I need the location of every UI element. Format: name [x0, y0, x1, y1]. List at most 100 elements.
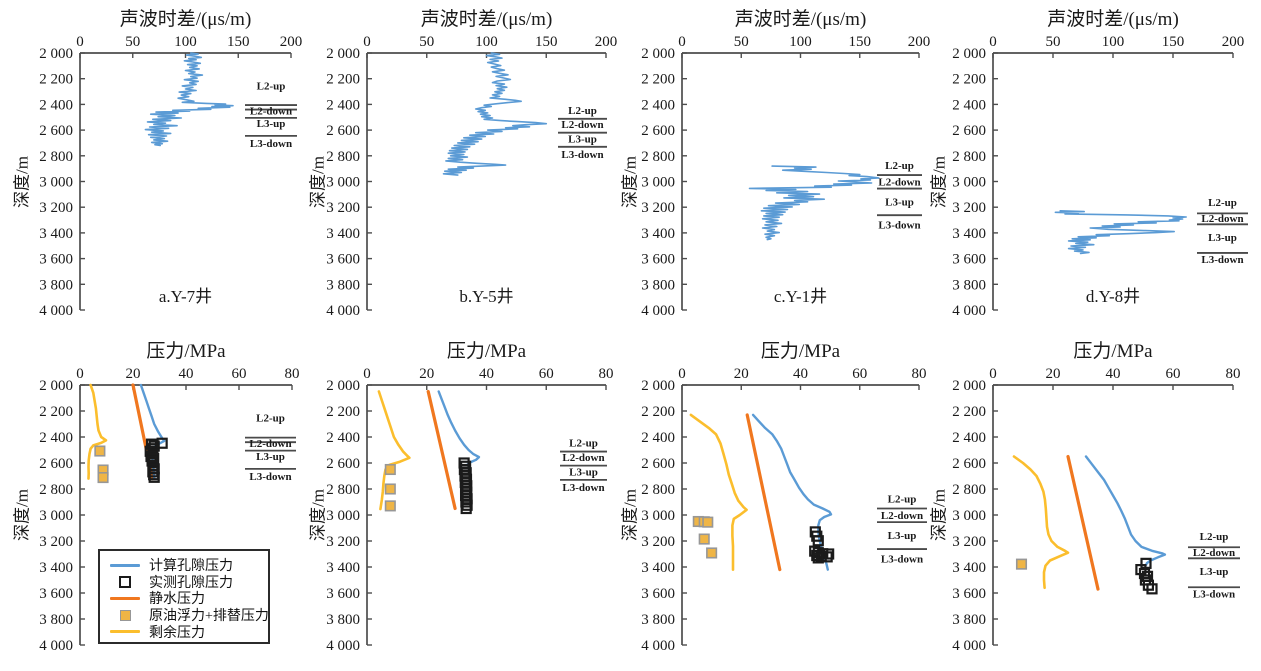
scatter-point — [147, 443, 159, 455]
scatter-point — [147, 460, 159, 472]
svg-text:2 400: 2 400 — [641, 97, 675, 113]
y-axis-title: 深度/m — [12, 155, 32, 208]
series-line — [751, 413, 833, 571]
y-axis-title: 深度/m — [929, 489, 949, 541]
scatter-point — [698, 533, 710, 545]
svg-text:40: 40 — [479, 366, 494, 382]
series-line — [442, 52, 548, 176]
scatter-point — [458, 463, 470, 476]
scatter-point — [698, 516, 710, 528]
svg-text:0: 0 — [989, 366, 997, 382]
svg-text:L2-down: L2-down — [878, 176, 920, 188]
scatter-point — [384, 483, 396, 495]
svg-text:2 600: 2 600 — [952, 123, 986, 139]
scatter-point — [1141, 570, 1154, 582]
scatter-point — [1146, 583, 1158, 595]
scatter-point — [459, 460, 472, 472]
svg-text:L2-up: L2-up — [257, 80, 286, 92]
svg-text:0: 0 — [678, 34, 686, 50]
svg-text:2 000: 2 000 — [326, 378, 360, 394]
legend-label: 剩余压力 — [149, 625, 205, 641]
svg-text:L3-down: L3-down — [250, 138, 292, 150]
scatter-point — [148, 469, 160, 481]
svg-text:L2-up: L2-up — [1200, 531, 1229, 543]
open-square-icon — [110, 575, 140, 588]
legend-label: 原油浮力+排替压力 — [149, 609, 269, 625]
svg-text:2 200: 2 200 — [952, 404, 986, 420]
scatter-point — [145, 438, 158, 450]
svg-text:L2-up: L2-up — [1208, 197, 1237, 209]
well-caption: d.Y-8井 — [1085, 287, 1141, 306]
svg-text:L3-down: L3-down — [561, 149, 603, 161]
yellow-line-icon — [110, 630, 140, 634]
svg-text:3 800: 3 800 — [952, 277, 986, 293]
svg-text:2 600: 2 600 — [641, 123, 675, 139]
well-caption: a.Y-7井 — [158, 287, 213, 306]
svg-text:2 200: 2 200 — [326, 72, 360, 88]
svg-text:2 600: 2 600 — [952, 456, 986, 472]
svg-text:150: 150 — [535, 34, 558, 50]
svg-text:3 400: 3 400 — [39, 560, 73, 576]
svg-text:L3-down: L3-down — [1193, 589, 1235, 601]
svg-text:200: 200 — [595, 34, 618, 50]
well-caption: c.Y-1井 — [773, 287, 828, 306]
svg-text:150: 150 — [849, 34, 872, 50]
svg-text:3 400: 3 400 — [952, 226, 986, 242]
svg-text:3 000: 3 000 — [326, 508, 360, 524]
series-line — [689, 413, 748, 571]
scatter-point — [147, 466, 159, 478]
series-line — [437, 390, 481, 467]
filled-square-icon — [110, 609, 140, 621]
legend-item-hydrostatic-pressure: 静水压力 — [110, 590, 268, 607]
svg-text:2 200: 2 200 — [326, 404, 360, 420]
svg-text:2 800: 2 800 — [952, 482, 986, 498]
svg-text:2 000: 2 000 — [39, 46, 73, 62]
svg-text:3 400: 3 400 — [326, 226, 360, 242]
series-line — [1084, 455, 1167, 567]
series-line — [426, 389, 457, 511]
series-line — [1066, 454, 1100, 591]
scatter-point — [94, 445, 106, 457]
scatter-point — [1139, 574, 1152, 586]
svg-text:4 000: 4 000 — [641, 638, 675, 654]
series-line — [87, 383, 108, 480]
series-line — [139, 383, 166, 480]
svg-text:200: 200 — [908, 34, 931, 50]
svg-text:L3-down: L3-down — [562, 482, 604, 494]
svg-text:3 200: 3 200 — [326, 534, 360, 550]
scatter-point — [144, 445, 156, 457]
scatter-point — [147, 448, 159, 460]
svg-text:2 600: 2 600 — [326, 123, 360, 139]
svg-text:100: 100 — [789, 34, 812, 50]
svg-text:100: 100 — [475, 34, 498, 50]
svg-text:2 000: 2 000 — [952, 46, 986, 62]
svg-text:4 000: 4 000 — [641, 303, 675, 319]
svg-text:L2-up: L2-up — [568, 105, 597, 117]
svg-text:3 800: 3 800 — [39, 612, 73, 628]
well-caption: b.Y-5井 — [459, 287, 514, 306]
scatter-point — [460, 473, 473, 485]
svg-text:2 200: 2 200 — [641, 404, 675, 420]
svg-text:3 000: 3 000 — [952, 175, 986, 191]
legend-item-oil-buoyancy: 原油浮力+排替压力 — [110, 607, 269, 625]
scatter-point — [1138, 567, 1151, 580]
scatter-point — [809, 545, 821, 557]
series-line — [144, 52, 234, 147]
scatter-point — [461, 480, 473, 492]
svg-text:60: 60 — [852, 366, 867, 382]
svg-text:2 200: 2 200 — [39, 404, 73, 420]
svg-text:3 800: 3 800 — [39, 277, 73, 293]
svg-text:20: 20 — [126, 366, 141, 382]
y-axis-title: 深度/m — [620, 155, 640, 208]
svg-text:3 000: 3 000 — [641, 508, 675, 524]
svg-text:L2-up: L2-up — [256, 413, 285, 425]
y-axis-title: 深度/m — [929, 155, 949, 208]
x-axis-title: 压力/MPa — [1073, 341, 1153, 362]
x-axis-title: 声波时差/(μs/m) — [734, 9, 867, 30]
svg-text:0: 0 — [363, 34, 371, 50]
svg-text:20: 20 — [734, 366, 749, 382]
x-axis-title: 压力/MPa — [146, 341, 226, 362]
scatter-point — [148, 463, 160, 475]
scatter-point — [156, 437, 168, 449]
scatter-point — [461, 499, 473, 511]
